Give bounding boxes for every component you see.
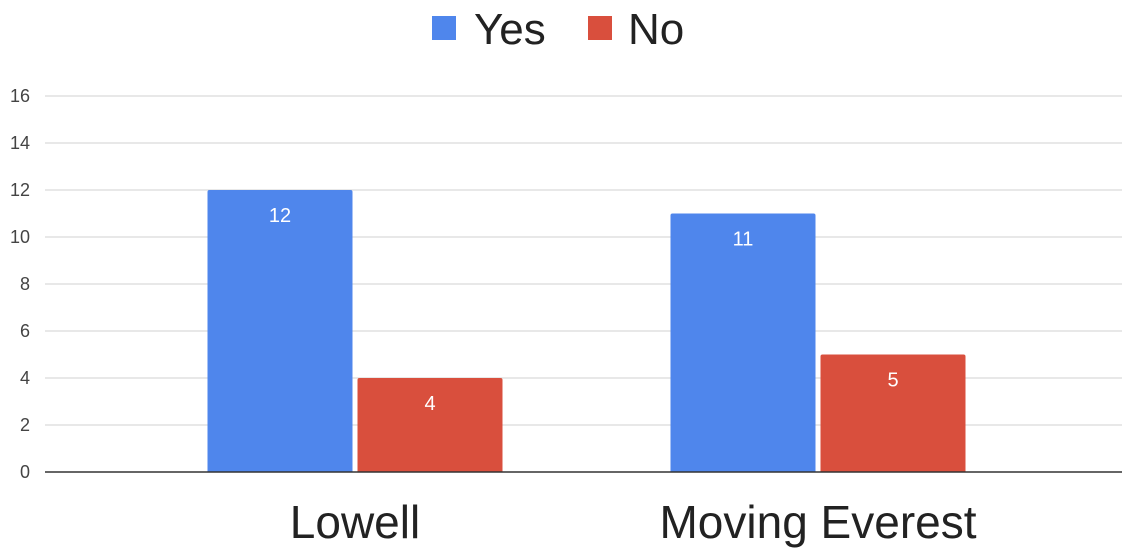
x-category-label-lowell: Lowell: [290, 496, 420, 548]
y-tick-label-4: 4: [20, 368, 30, 388]
legend-label-yes: Yes: [474, 5, 546, 54]
y-tick-label-8: 8: [20, 274, 30, 294]
bar-lowell-no: [357, 378, 503, 472]
data-label-moving-everest-no: 5: [887, 370, 898, 392]
y-tick-label-0: 0: [20, 462, 30, 482]
y-tick-label-6: 6: [20, 321, 30, 341]
bar-moving-everest-no: [820, 354, 966, 472]
legend: Yes No: [432, 5, 684, 54]
y-tick-label-14: 14: [10, 133, 30, 153]
x-axis: Lowell Moving Everest: [45, 471, 1122, 548]
x-category-label-moving-everest: Moving Everest: [659, 496, 976, 548]
bar-lowell-yes: [207, 190, 353, 472]
legend-swatch-no: [588, 16, 612, 40]
legend-label-no: No: [628, 5, 684, 54]
y-tick-label-12: 12: [10, 180, 30, 200]
y-axis: 0 2 4 6 8 10 12 14 16: [10, 86, 30, 482]
data-label-lowell-no: 4: [424, 393, 435, 415]
bars: 12 4 11 5: [207, 190, 966, 472]
data-label-lowell-yes: 12: [269, 205, 291, 227]
bar-moving-everest-yes: [670, 213, 816, 472]
data-label-moving-everest-yes: 11: [733, 229, 754, 251]
y-tick-label-16: 16: [10, 86, 30, 106]
y-tick-label-10: 10: [10, 227, 30, 247]
legend-swatch-yes: [432, 16, 456, 40]
y-tick-label-2: 2: [20, 415, 30, 435]
